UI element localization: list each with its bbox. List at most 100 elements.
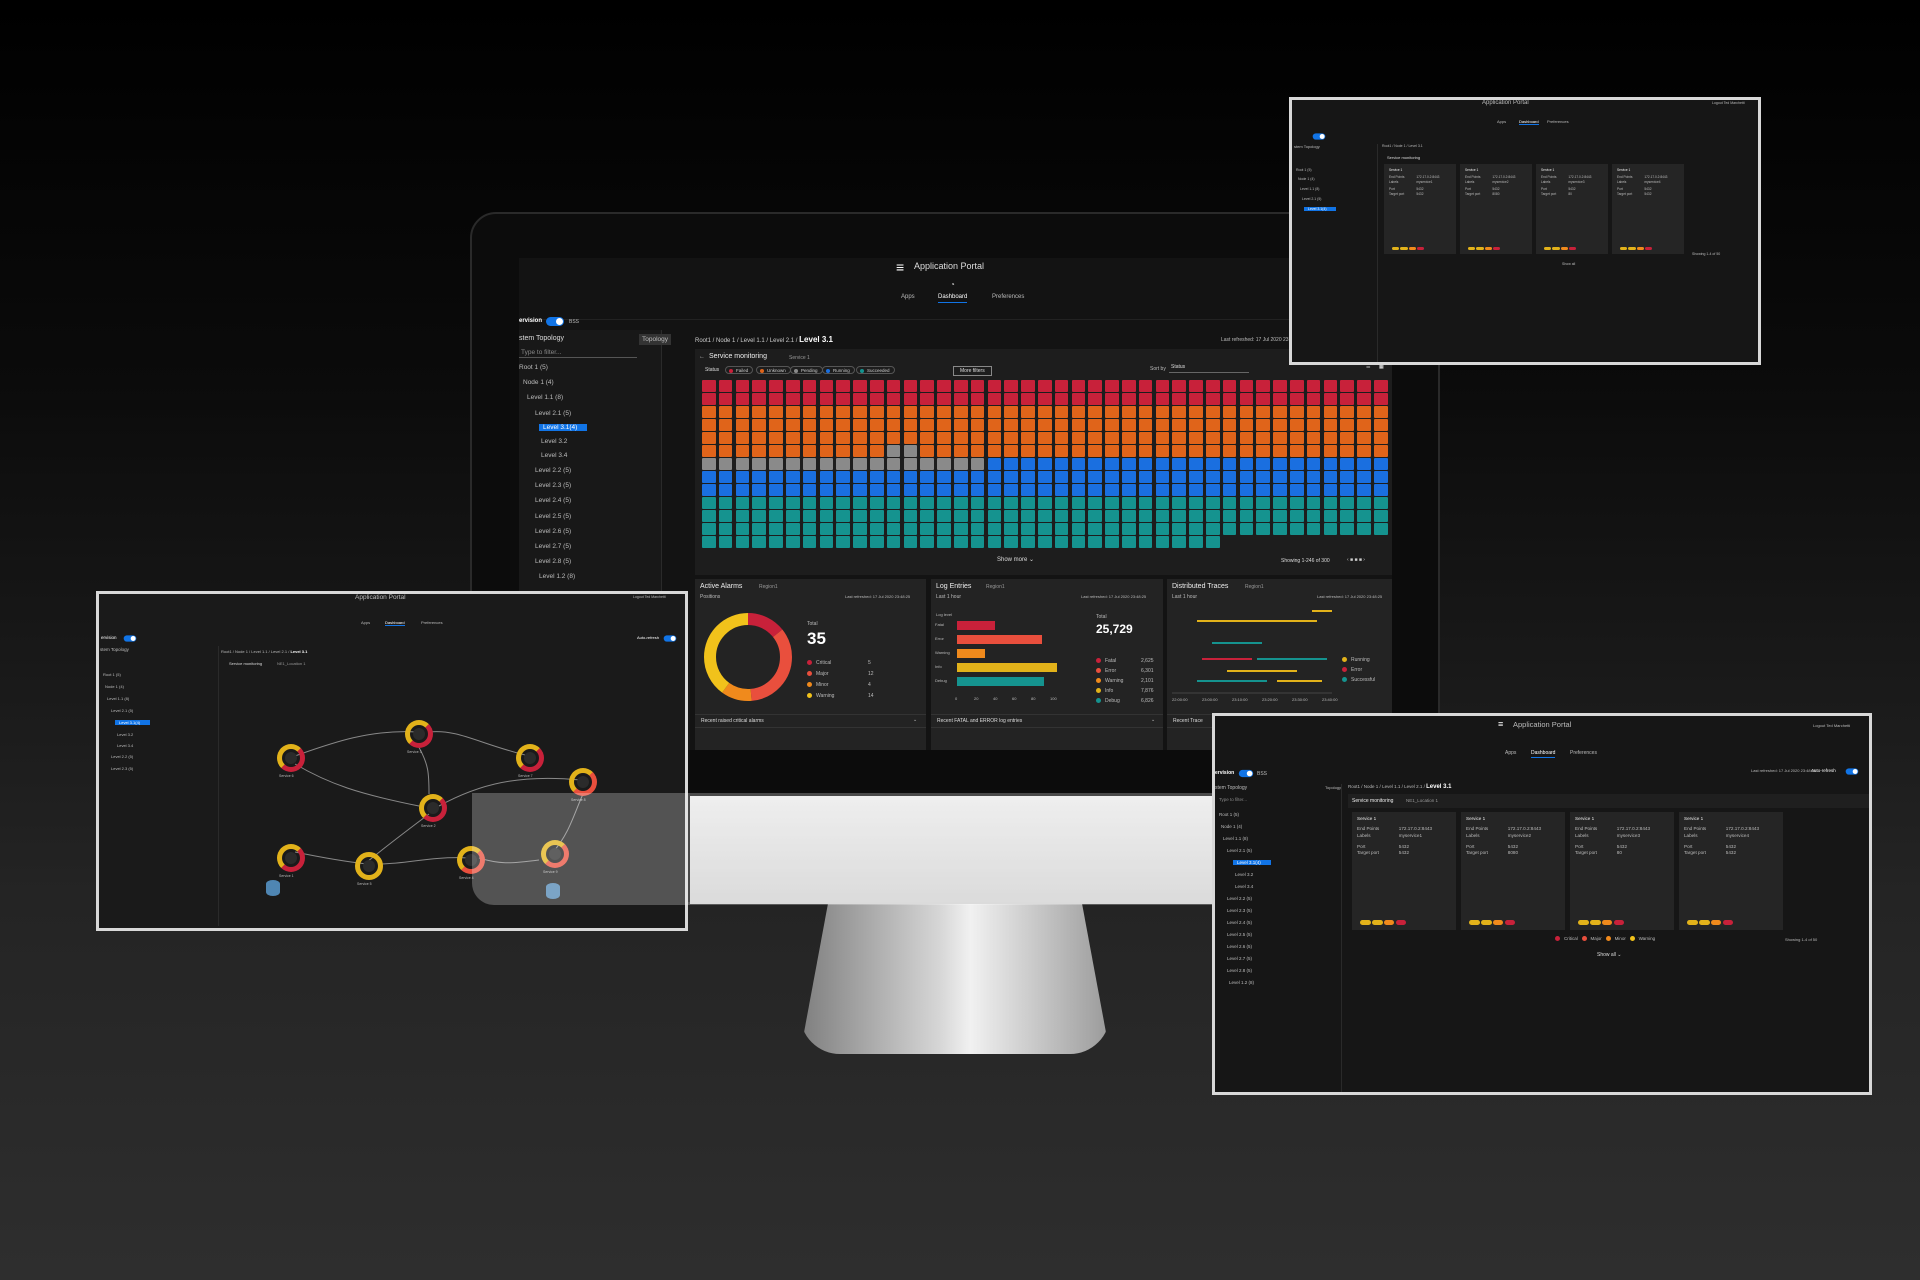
status-tile[interactable] <box>702 406 716 418</box>
status-tile[interactable] <box>1105 432 1119 444</box>
auto-refresh-toggle[interactable] <box>1845 768 1859 775</box>
tree-item[interactable]: Level 2.1 (5) <box>1302 197 1322 201</box>
status-tile[interactable] <box>1273 393 1287 405</box>
status-tile[interactable] <box>1323 432 1338 444</box>
status-tile[interactable] <box>1256 484 1270 496</box>
status-tile[interactable] <box>886 484 901 496</box>
status-tile[interactable] <box>1306 393 1321 405</box>
status-tile[interactable] <box>752 484 766 496</box>
status-tile[interactable] <box>1189 380 1203 392</box>
breadcrumb-item[interactable]: Node 1 <box>716 338 736 344</box>
status-tile[interactable] <box>1071 432 1086 444</box>
status-tile[interactable] <box>920 484 934 496</box>
status-tile[interactable] <box>954 523 968 535</box>
status-tile[interactable] <box>1105 523 1119 535</box>
status-tile[interactable] <box>769 510 783 522</box>
status-tile[interactable] <box>1088 445 1102 457</box>
tree-item[interactable]: Level 2.8 (5) <box>1227 968 1253 973</box>
status-tile[interactable] <box>903 419 918 431</box>
status-tile[interactable] <box>1054 536 1069 548</box>
status-tile[interactable] <box>1105 536 1119 548</box>
status-tile[interactable] <box>886 406 901 418</box>
status-tile[interactable] <box>1340 419 1354 431</box>
status-tile[interactable] <box>1239 484 1254 496</box>
status-tile[interactable] <box>1071 471 1086 483</box>
status-tile[interactable] <box>786 380 800 392</box>
status-tile[interactable] <box>970 536 985 548</box>
status-tile[interactable] <box>1239 380 1254 392</box>
status-tile[interactable] <box>1206 393 1220 405</box>
status-tile[interactable] <box>1290 484 1304 496</box>
status-tile[interactable] <box>702 510 716 522</box>
status-tile[interactable] <box>1004 510 1018 522</box>
status-tile[interactable] <box>718 458 733 470</box>
status-tile[interactable] <box>718 471 733 483</box>
status-tile[interactable] <box>870 419 884 431</box>
status-tile[interactable] <box>836 406 850 418</box>
logs-footer[interactable]: Recent FATAL and ERROR log entries ⌄ <box>931 714 1163 728</box>
status-tile[interactable] <box>1105 497 1119 509</box>
status-tile[interactable] <box>1004 445 1018 457</box>
status-tile[interactable] <box>1021 510 1035 522</box>
bss-toggle[interactable] <box>1312 133 1326 140</box>
status-tile[interactable] <box>870 445 884 457</box>
status-tile[interactable] <box>702 497 716 509</box>
service-node[interactable] <box>277 744 305 772</box>
alarms-footer[interactable]: Recent raised critical alarms ⌄ <box>695 714 926 728</box>
status-tile[interactable] <box>954 406 968 418</box>
tree-item[interactable]: Root 1 (5) <box>1219 812 1240 817</box>
status-tile[interactable] <box>1004 523 1018 535</box>
status-tile[interactable] <box>718 536 733 548</box>
status-tile[interactable] <box>1071 510 1086 522</box>
status-tile[interactable] <box>1340 458 1354 470</box>
status-tile[interactable] <box>1088 380 1102 392</box>
status-tile[interactable] <box>819 536 834 548</box>
status-tile[interactable] <box>954 432 968 444</box>
status-tile[interactable] <box>1155 393 1170 405</box>
status-tile[interactable] <box>970 419 985 431</box>
status-tile[interactable] <box>920 497 934 509</box>
status-tile[interactable] <box>853 458 867 470</box>
status-tile[interactable] <box>1206 510 1220 522</box>
status-tile[interactable] <box>886 393 901 405</box>
status-tile[interactable] <box>702 393 716 405</box>
status-tile[interactable] <box>1155 471 1170 483</box>
status-tile[interactable] <box>802 536 817 548</box>
status-tile[interactable] <box>853 536 867 548</box>
status-tile[interactable] <box>1290 393 1304 405</box>
status-tile[interactable] <box>853 484 867 496</box>
service-node[interactable] <box>541 840 569 868</box>
status-tile[interactable] <box>937 484 951 496</box>
status-tile[interactable] <box>1172 432 1186 444</box>
status-tile[interactable] <box>1189 393 1203 405</box>
tree-item[interactable]: Level 1.1 (8) <box>107 696 130 701</box>
status-tile[interactable] <box>1239 432 1254 444</box>
status-tile[interactable] <box>1054 419 1069 431</box>
status-tile[interactable] <box>870 380 884 392</box>
status-tile[interactable] <box>970 432 985 444</box>
status-tile[interactable] <box>1340 497 1354 509</box>
status-tile[interactable] <box>1189 406 1203 418</box>
tab-apps[interactable]: Apps <box>901 294 915 300</box>
status-tile[interactable] <box>1374 419 1388 431</box>
status-tile[interactable] <box>1038 432 1052 444</box>
status-tile[interactable] <box>819 523 834 535</box>
status-tile[interactable] <box>1206 432 1220 444</box>
status-tile[interactable] <box>1340 406 1354 418</box>
status-tile[interactable] <box>786 406 800 418</box>
status-tile[interactable] <box>1172 471 1186 483</box>
status-tile[interactable] <box>1172 419 1186 431</box>
status-tile[interactable] <box>853 393 867 405</box>
status-tile[interactable] <box>1374 393 1388 405</box>
status-tile[interactable] <box>1105 484 1119 496</box>
status-tile[interactable] <box>937 471 951 483</box>
status-tile[interactable] <box>769 523 783 535</box>
status-tile[interactable] <box>1122 510 1136 522</box>
status-tile[interactable] <box>870 523 884 535</box>
status-tile[interactable] <box>1088 406 1102 418</box>
status-tile[interactable] <box>1071 458 1086 470</box>
status-tile[interactable] <box>718 523 733 535</box>
status-tile[interactable] <box>903 471 918 483</box>
status-tile[interactable] <box>1088 458 1102 470</box>
status-tile[interactable] <box>853 510 867 522</box>
